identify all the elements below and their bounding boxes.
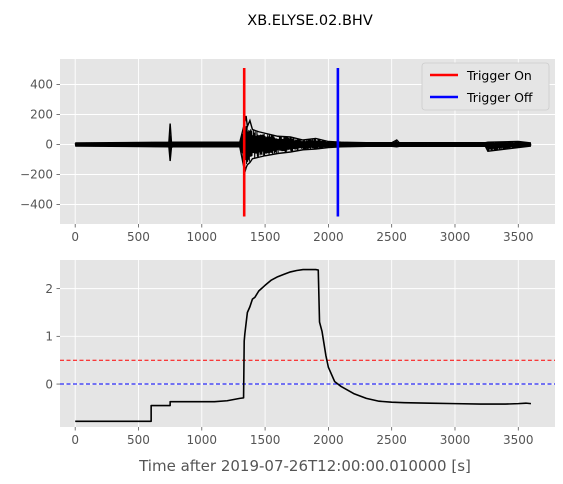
- waveform-subplot: 0 500 1000 1500 2000 2500 3000 3500 −400 −200 0 200…: [20, 59, 555, 244]
- waveform-xtick-label: 1000: [187, 230, 218, 244]
- waveform-tick-labels: 0 500 1000 1500 2000 2500 3000 3500 −400 −200 0 200…: [20, 78, 534, 244]
- cf-line: [75, 268, 532, 423]
- trigger-lines: [242, 68, 340, 217]
- cf-xtick-label: 1500: [250, 433, 281, 447]
- threshold-lines: [60, 359, 555, 385]
- x-axis-label: Time after 2019-07-26T12:00:00.010000 [s…: [138, 457, 471, 475]
- cf-ytick-label: 2: [45, 282, 53, 296]
- waveform-xtick-label: 3000: [440, 230, 471, 244]
- cf-ytick-label: 0: [45, 377, 53, 391]
- cf-grid: [60, 260, 555, 427]
- waveform-xtick-label: 500: [127, 230, 150, 244]
- cf-xtick-label: 3000: [440, 433, 471, 447]
- cf-xtick-label: 3500: [503, 433, 534, 447]
- legend-label-trigger-off: Trigger Off: [466, 90, 533, 105]
- waveform-xtick-label: 3500: [503, 230, 534, 244]
- characteristic-function-subplot: 0 500 1000 1500 2000 2500 3000 3500 0 1 2: [45, 260, 555, 447]
- waveform-xtick-label: 2500: [376, 230, 407, 244]
- waveform-envelope-top: [75, 115, 532, 144]
- cf-tick-labels: 0 500 1000 1500 2000 2500 3000 3500 0 1 2: [45, 282, 533, 447]
- legend: Trigger On Trigger Off: [421, 62, 550, 111]
- waveform-ytick-label: 400: [30, 78, 53, 92]
- cf-xtick-label: 1000: [187, 433, 218, 447]
- cf-ytick-label: 1: [45, 330, 53, 344]
- waveform-envelope-bottom: [75, 145, 532, 173]
- cf-xtick-label: 500: [127, 433, 150, 447]
- waveform-ytick-label: 0: [45, 138, 53, 152]
- cf-xtick-label: 2000: [313, 433, 344, 447]
- waveform-trace: [74, 115, 532, 173]
- cf-trace: [75, 268, 532, 423]
- cf-plot-area: [60, 260, 555, 427]
- waveform-ytick-label: 200: [30, 108, 53, 122]
- waveform-line: [74, 125, 532, 166]
- cf-xtick-label: 2500: [376, 433, 407, 447]
- waveform-ytick-label: −400: [20, 198, 53, 212]
- cf-xtick-label: 0: [71, 433, 79, 447]
- waveform-xtick-label: 2000: [313, 230, 344, 244]
- waveform-ytick-label: −200: [20, 168, 53, 182]
- waveform-xtick-label: 1500: [250, 230, 281, 244]
- waveform-xtick-label: 0: [71, 230, 79, 244]
- figure-title: XB.ELYSE.02.BHV: [247, 13, 373, 29]
- legend-label-trigger-on: Trigger On: [466, 68, 532, 83]
